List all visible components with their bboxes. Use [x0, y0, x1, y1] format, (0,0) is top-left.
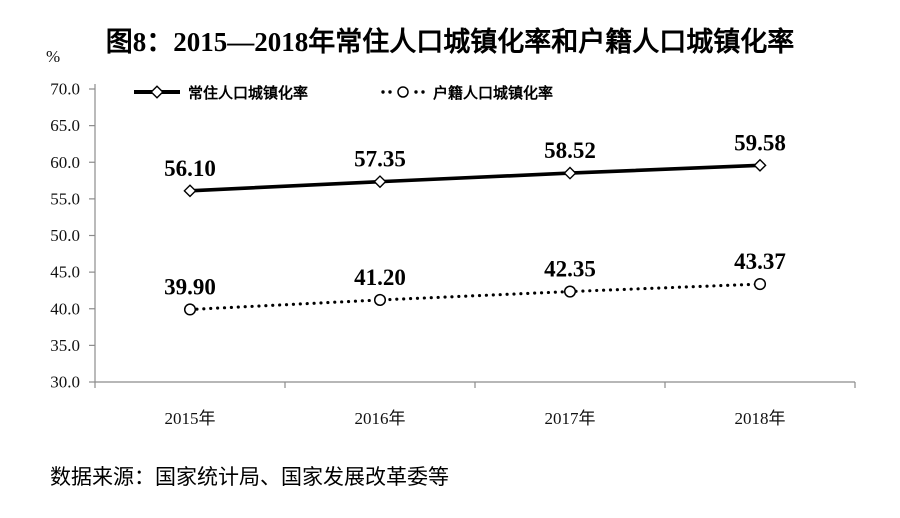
y-tick-label: 65.0 [50, 116, 80, 135]
data-point-marker [563, 166, 577, 180]
y-tick-label: 35.0 [50, 336, 80, 355]
series-line-1 [188, 282, 762, 312]
x-tick-label: 2017年 [545, 409, 596, 428]
data-point-marker [563, 285, 577, 298]
y-tick-label: 50.0 [50, 226, 80, 245]
legend-label-resident-rate: 常住人口城镇化率 [188, 84, 309, 102]
data-point-label: 59.58 [734, 130, 786, 155]
x-tick-label: 2015年 [165, 409, 216, 428]
data-point-label: 58.52 [544, 138, 596, 163]
y-tick-label: 45.0 [50, 263, 80, 282]
y-tick-label: 60.0 [50, 153, 80, 172]
y-axis-unit-label: % [46, 47, 61, 66]
data-point-label: 39.90 [164, 274, 216, 299]
chart-legend: 常住人口城镇化率 户籍人口城镇化率 [133, 82, 553, 103]
legend-label-registered-rate: 户籍人口城镇化率 [433, 84, 554, 102]
data-point-label: 57.35 [354, 147, 406, 172]
data-point-label: 43.37 [734, 249, 786, 274]
data-point-marker [373, 175, 387, 189]
y-tick-label: 55.0 [50, 189, 80, 208]
x-tick-label: 2018年 [735, 409, 786, 428]
data-point-marker [373, 293, 387, 307]
data-point-marker [183, 184, 197, 198]
y-tick-label: 40.0 [50, 299, 80, 318]
data-source-note: 数据来源：国家统计局、国家发展改革委等 [50, 466, 449, 489]
y-tick-label: 70.0 [50, 80, 80, 99]
legend-item-resident-rate: 常住人口城镇化率 [133, 82, 308, 103]
x-tick-label: 2016年 [355, 409, 406, 428]
data-point-marker [753, 158, 767, 172]
data-point-label: 41.20 [354, 265, 406, 290]
data-point-marker [753, 278, 767, 291]
legend-item-registered-rate: 户籍人口城镇化率 [380, 82, 553, 103]
series-line-0 [189, 163, 761, 193]
chart-title: 图8：2015—2018年常住人口城镇化率和户籍人口城镇化率 [105, 27, 795, 57]
dotted-line-circle-marker-icon [380, 85, 426, 99]
data-point-label: 42.35 [544, 257, 596, 282]
solid-line-diamond-marker-icon [133, 85, 181, 99]
data-point-label: 56.10 [164, 156, 216, 181]
data-point-marker [183, 303, 197, 316]
y-tick-label: 30.0 [50, 373, 80, 392]
